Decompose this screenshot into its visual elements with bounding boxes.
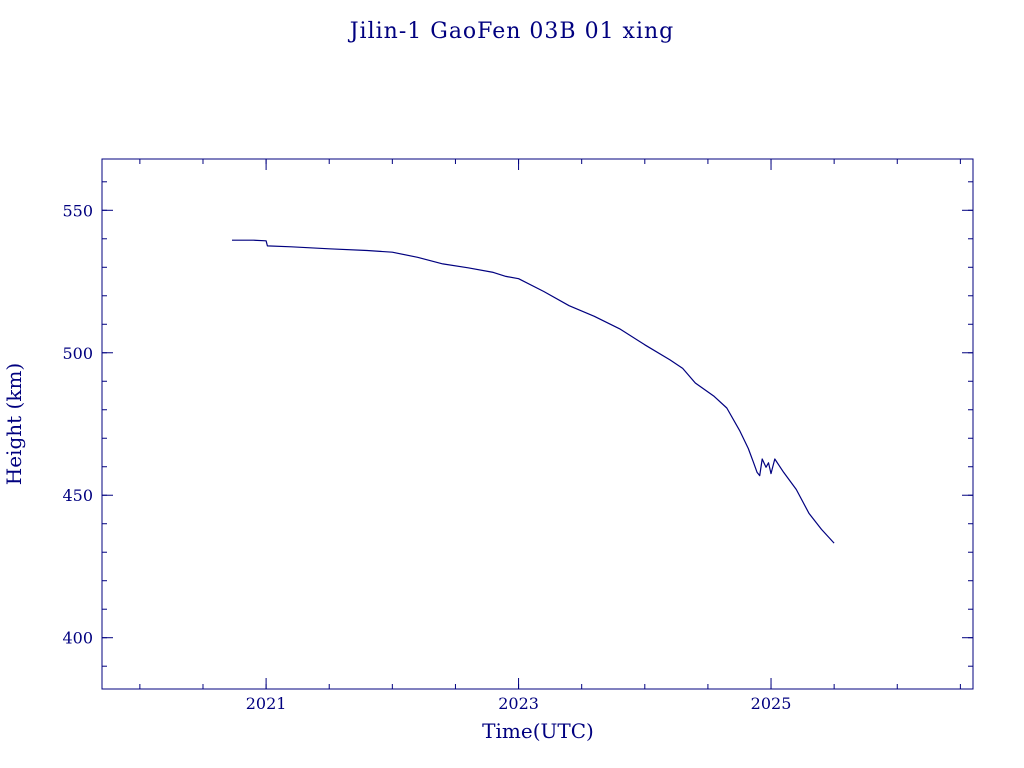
x-tick-label: 2021 <box>246 694 287 713</box>
x-tick-labels: 2021 2023 2025 <box>246 694 792 713</box>
x-tick-label: 2023 <box>498 694 539 713</box>
y-tick-label: 500 <box>62 344 93 363</box>
y-tick-labels: 400 450 500 550 <box>62 201 93 647</box>
x-axis-label: Time(UTC) <box>482 719 594 743</box>
series-layer <box>232 239 835 544</box>
axis-ticks <box>102 159 973 689</box>
y-axis-label: Height (km) <box>2 363 26 485</box>
chart-title: Jilin-1 GaoFen 03B 01 xing <box>348 19 675 44</box>
y-tick-label: 450 <box>62 486 93 505</box>
height-series-line <box>232 239 835 544</box>
y-tick-label: 550 <box>62 201 93 220</box>
plot-frame <box>101 158 974 690</box>
y-tick-label: 400 <box>62 629 93 648</box>
x-tick-label: 2025 <box>751 694 792 713</box>
